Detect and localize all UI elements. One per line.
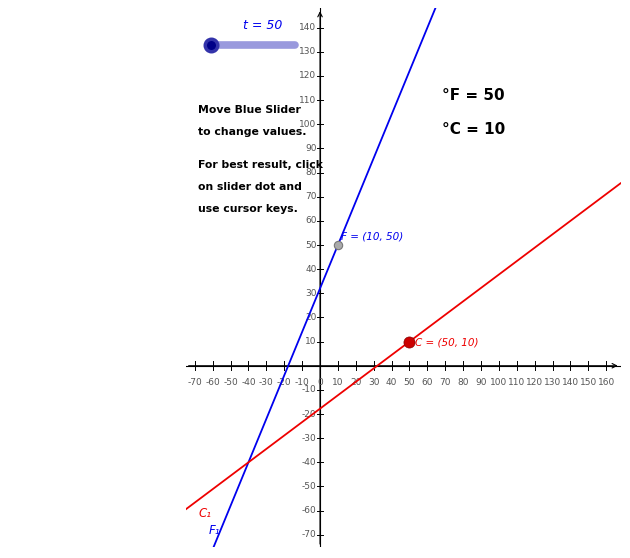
Text: C₁: C₁ — [198, 507, 212, 520]
Text: -10: -10 — [295, 378, 309, 387]
Text: on slider dot and: on slider dot and — [198, 182, 302, 192]
Text: 140: 140 — [562, 378, 579, 387]
Text: 40: 40 — [386, 378, 398, 387]
Text: -50: -50 — [302, 482, 316, 491]
Text: 70: 70 — [440, 378, 451, 387]
Text: 120: 120 — [299, 71, 316, 80]
Text: -70: -70 — [187, 378, 202, 387]
Text: 0: 0 — [317, 378, 323, 387]
Text: -30: -30 — [302, 434, 316, 442]
Text: °F = 50: °F = 50 — [442, 88, 504, 103]
Text: 50: 50 — [305, 240, 316, 249]
Text: to change values.: to change values. — [198, 127, 307, 137]
Text: 110: 110 — [508, 378, 525, 387]
Text: -10: -10 — [302, 386, 316, 395]
Text: F₁: F₁ — [209, 524, 220, 537]
Text: 130: 130 — [544, 378, 561, 387]
Text: 20: 20 — [350, 378, 362, 387]
Text: 80: 80 — [305, 168, 316, 177]
Text: 10: 10 — [305, 337, 316, 346]
Text: 130: 130 — [299, 47, 316, 56]
Text: use cursor keys.: use cursor keys. — [198, 204, 298, 214]
Text: °C = 10: °C = 10 — [442, 122, 505, 137]
Text: -40: -40 — [241, 378, 256, 387]
Text: 30: 30 — [305, 289, 316, 298]
Text: -30: -30 — [259, 378, 273, 387]
Text: -20: -20 — [302, 410, 316, 418]
Text: 120: 120 — [526, 378, 543, 387]
Text: 20: 20 — [305, 313, 316, 322]
Text: -20: -20 — [277, 378, 292, 387]
Text: Move Blue Slider: Move Blue Slider — [198, 105, 301, 115]
Text: 160: 160 — [598, 378, 615, 387]
Text: 40: 40 — [305, 264, 316, 273]
Text: -50: -50 — [223, 378, 238, 387]
Text: 100: 100 — [299, 120, 316, 129]
Text: 90: 90 — [305, 144, 316, 153]
Text: 10: 10 — [332, 378, 343, 387]
Text: -40: -40 — [302, 458, 316, 467]
Text: 100: 100 — [490, 378, 508, 387]
Text: 110: 110 — [299, 95, 316, 105]
Text: -70: -70 — [302, 530, 316, 539]
Text: 60: 60 — [305, 217, 316, 225]
Text: F = (10, 50): F = (10, 50) — [341, 232, 404, 242]
Text: -60: -60 — [302, 506, 316, 515]
Text: 60: 60 — [421, 378, 433, 387]
Text: 50: 50 — [404, 378, 415, 387]
Text: t = 50: t = 50 — [243, 19, 282, 32]
Text: For best result, click: For best result, click — [198, 160, 323, 170]
Text: 70: 70 — [305, 192, 316, 201]
Text: 140: 140 — [299, 23, 316, 32]
Text: 80: 80 — [457, 378, 469, 387]
Text: -60: -60 — [205, 378, 220, 387]
Text: C = (50, 10): C = (50, 10) — [415, 338, 478, 348]
Text: 150: 150 — [580, 378, 597, 387]
Text: 90: 90 — [475, 378, 487, 387]
Text: 30: 30 — [368, 378, 379, 387]
